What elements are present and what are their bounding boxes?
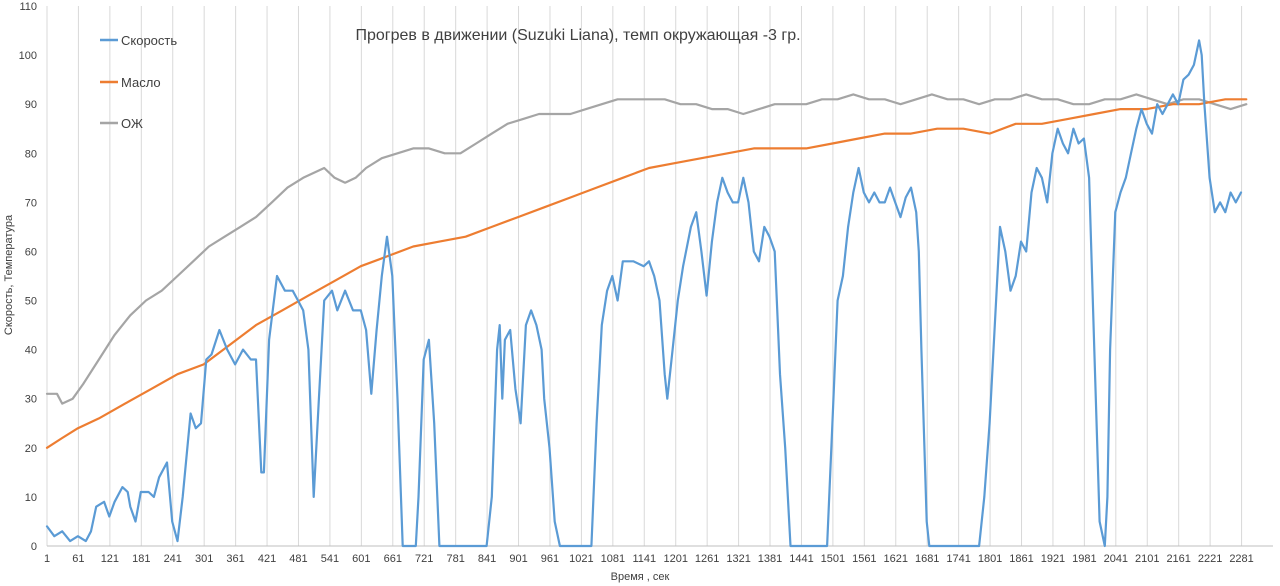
y-tick-label: 70 [25, 197, 37, 209]
x-tick-label: 481 [289, 553, 307, 565]
chart-title: Прогрев в движении (Suzuki Liana), темп … [355, 27, 800, 44]
x-tick-label: 661 [384, 553, 402, 565]
x-tick-label: 1501 [821, 553, 845, 565]
x-tick-label: 241 [164, 553, 182, 565]
x-tick-label: 1981 [1072, 553, 1096, 565]
x-tick-label: 2281 [1229, 553, 1253, 565]
y-tick-label: 30 [25, 394, 37, 406]
y-tick-label: 110 [19, 1, 37, 13]
y-axis-title: Скорость, Температура [3, 214, 15, 335]
x-tick-label: 1321 [726, 553, 750, 565]
x-tick-label: 2041 [1104, 553, 1128, 565]
x-tick-label: 1021 [569, 553, 593, 565]
legend-label-speed: Скорость [121, 33, 177, 48]
gridlines [46, 6, 1243, 546]
y-tick-label: 20 [25, 443, 37, 455]
legend-label-coolant: ОЖ [121, 116, 143, 131]
x-tick-label: 2161 [1166, 553, 1190, 565]
x-tick-label: 361 [226, 553, 244, 565]
legend-label-oil: Масло [121, 75, 161, 90]
x-tick-label: 1801 [978, 553, 1002, 565]
x-tick-label: 2101 [1135, 553, 1159, 565]
x-tick-label: 1 [44, 553, 50, 565]
x-tick-label: 721 [415, 553, 433, 565]
x-tick-label: 301 [195, 553, 213, 565]
series-lines [45, 39, 1248, 548]
x-tick-label: 1261 [695, 553, 719, 565]
y-tick-label: 40 [25, 345, 37, 357]
x-tick-label: 2221 [1198, 553, 1222, 565]
x-tick-label: 541 [321, 553, 339, 565]
x-tick-label: 1141 [632, 553, 656, 565]
x-tick-label: 1921 [1041, 553, 1065, 565]
x-axis-title: Время , сек [611, 571, 670, 583]
y-tick-label: 60 [25, 246, 37, 258]
y-tick-label: 90 [25, 99, 37, 111]
legend: Скорость Масло ОЖ [100, 33, 177, 131]
series-line-0 [45, 39, 1243, 548]
x-tick-label: 421 [258, 553, 276, 565]
x-tick-label: 1741 [946, 553, 970, 565]
y-tick-label: 50 [25, 296, 37, 308]
y-axis-ticks: 0 10 20 30 40 50 60 70 80 90 100 110 [19, 1, 37, 553]
x-tick-label: 1381 [758, 553, 782, 565]
x-tick-label: 1441 [789, 553, 813, 565]
x-axis-ticks: 1 61 121 181 241 301 361 421 481 541 601 661 721 781 8… [44, 553, 1254, 565]
x-tick-label: 841 [478, 553, 496, 565]
x-tick-label: 121 [101, 553, 119, 565]
x-tick-label: 1081 [601, 553, 625, 565]
y-tick-label: 80 [25, 148, 37, 160]
x-tick-label: 181 [132, 553, 150, 565]
x-tick-label: 601 [352, 553, 370, 565]
x-tick-label: 1681 [915, 553, 939, 565]
series-line-2 [45, 93, 1248, 405]
x-tick-label: 1621 [884, 553, 908, 565]
x-tick-label: 1561 [852, 553, 876, 565]
y-tick-label: 0 [31, 541, 37, 553]
x-tick-label: 1201 [663, 553, 687, 565]
x-tick-label: 61 [72, 553, 84, 565]
y-tick-label: 10 [25, 492, 37, 504]
x-tick-label: 901 [509, 553, 527, 565]
x-tick-label: 1861 [1009, 553, 1033, 565]
x-tick-label: 781 [446, 553, 464, 565]
y-tick-label: 100 [19, 50, 37, 62]
x-tick-label: 961 [541, 553, 559, 565]
